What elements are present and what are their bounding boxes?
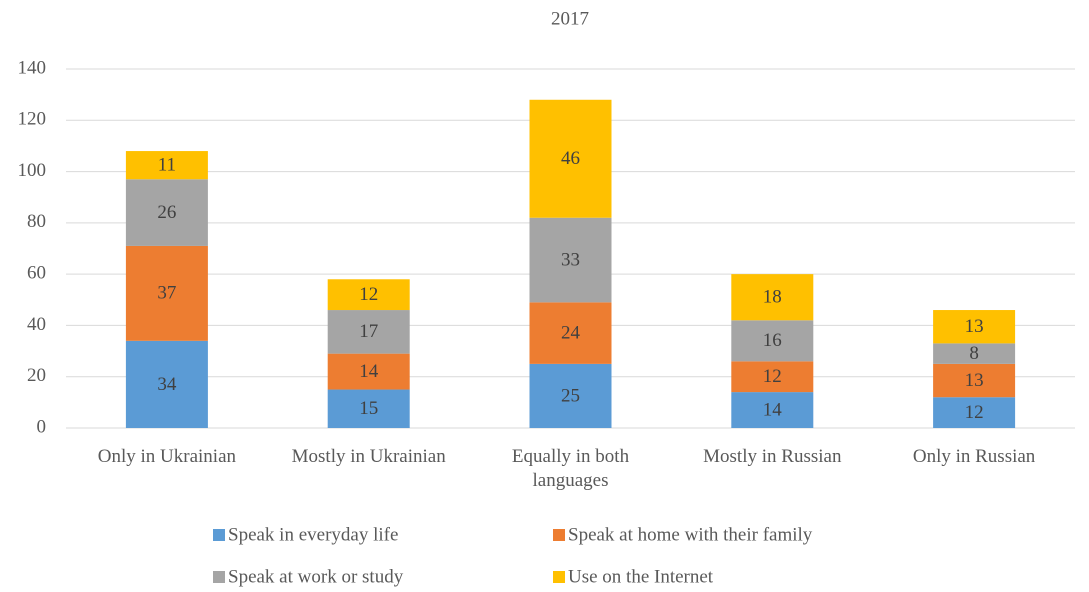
bar-segment: [731, 274, 814, 321]
data-label: 12: [359, 284, 378, 305]
legend-swatch: [553, 571, 565, 583]
data-label: 14: [359, 361, 379, 382]
data-label: 26: [157, 202, 176, 223]
data-label: 12: [965, 402, 984, 423]
x-tick-label: Equally in both languages: [511, 446, 630, 491]
data-label: 25: [561, 385, 580, 406]
x-tick-label: Mostly in Russian: [703, 446, 842, 467]
y-tick-label: 100: [18, 160, 47, 181]
bar-segment: [529, 217, 612, 303]
bar-segment: [731, 361, 814, 393]
data-label: 13: [965, 316, 984, 337]
bar-segment: [731, 392, 814, 428]
data-label: 8: [969, 343, 979, 364]
data-label: 33: [561, 249, 580, 270]
bar-segment: [327, 279, 410, 311]
bar-segment: [933, 343, 1016, 364]
bar-segment: [933, 397, 1016, 428]
bar-segment: [125, 340, 208, 428]
data-label: 34: [157, 374, 177, 395]
bar-segment: [327, 353, 410, 390]
data-label: 17: [359, 321, 378, 342]
y-tick-label: 40: [27, 314, 46, 335]
bar-segment: [125, 151, 208, 180]
bar-segment: [125, 245, 208, 341]
y-tick-label: 80: [27, 211, 46, 232]
data-label: 37: [157, 283, 176, 304]
data-label: 16: [763, 330, 782, 351]
bar-segment: [731, 320, 814, 362]
data-label: 18: [763, 287, 782, 308]
legend-label: Speak at work or study: [228, 566, 404, 587]
bar-segment: [125, 179, 208, 246]
y-tick-label: 20: [27, 365, 46, 386]
x-tick-label: Only in Russian: [912, 446, 1036, 467]
legend-swatch: [553, 529, 565, 541]
bar-segment: [327, 389, 410, 428]
bar-segment: [933, 310, 1016, 344]
bar-segment: [327, 310, 410, 354]
bar-segment: [529, 363, 612, 428]
x-tick-label: Only in Ukrainian: [97, 446, 237, 467]
legend-label: Speak at home with their family: [568, 524, 813, 545]
x-tick-label: Mostly in Ukrainian: [291, 446, 446, 467]
legend-swatch: [213, 571, 225, 583]
y-tick-label: 60: [27, 263, 46, 284]
chart-title: 2017: [551, 8, 589, 29]
data-label: 11: [158, 155, 176, 176]
data-label: 13: [965, 370, 984, 391]
bar-segment: [529, 99, 612, 218]
y-tick-label: 0: [37, 416, 47, 437]
data-label: 46: [561, 148, 580, 169]
data-label: 15: [359, 398, 378, 419]
bar-segment: [933, 363, 1016, 398]
y-tick-label: 120: [18, 109, 47, 130]
data-label: 24: [561, 322, 581, 343]
y-tick-label: 140: [18, 57, 47, 78]
data-label: 12: [763, 366, 782, 387]
data-label: 14: [763, 399, 783, 420]
legend-label: Use on the Internet: [568, 566, 714, 587]
legend-swatch: [213, 529, 225, 541]
legend-label: Speak in everyday life: [228, 524, 398, 545]
bar-segment: [529, 302, 612, 364]
